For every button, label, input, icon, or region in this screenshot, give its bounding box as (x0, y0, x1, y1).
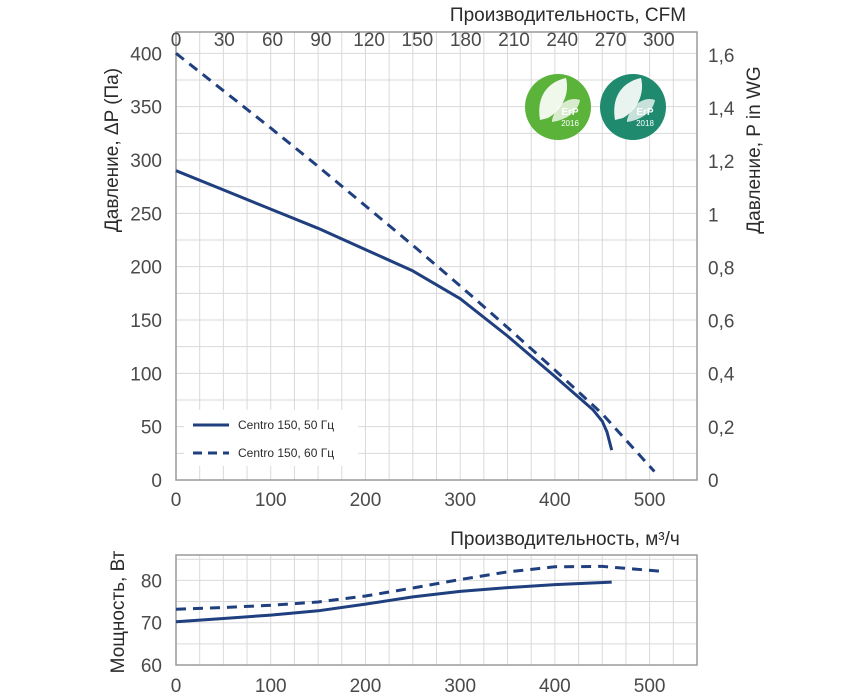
right-axis-title: Давление, P in WG (744, 66, 765, 233)
series-line-60hz (175, 52, 656, 473)
x-tick-label: 400 (539, 490, 571, 511)
power-y-tick-label: 60 (141, 656, 162, 677)
power-x-tick-label: 200 (350, 676, 382, 697)
left-axis-title: Давление, ΔP (Па) (102, 68, 123, 232)
x-tick-label: 500 (634, 490, 666, 511)
legend-label-60hz: Centro 150, 60 Гц (238, 446, 334, 460)
right-y-tick-label: 0,4 (708, 365, 735, 386)
y-tick-label: 50 (141, 418, 162, 439)
right-y-tick-label: 0,2 (708, 418, 734, 439)
erp-2016-year: 2016 (561, 119, 579, 128)
top-axis-title: Производительность, CFM (450, 5, 686, 26)
power-x-tick-label: 100 (255, 676, 287, 697)
right-y-tick-label: 0,8 (708, 258, 734, 279)
right-y-tick-label: 0,6 (708, 312, 734, 333)
x-tick-label: 100 (255, 490, 287, 511)
top-x-tick-label: 210 (498, 30, 530, 51)
top-x-tick-label: 300 (643, 30, 675, 51)
legend-box (184, 410, 358, 466)
legend: Centro 150, 50 Гц Centro 150, 60 Гц (184, 410, 358, 466)
top-x-tick-label: 60 (262, 30, 283, 51)
leaf-icon-4 (627, 98, 655, 122)
right-y-tick-label: 0 (708, 471, 719, 492)
top-x-tick-label: 240 (546, 30, 578, 51)
power-chart-series (175, 564, 660, 624)
y-tick-label: 400 (130, 44, 162, 65)
top-x-tick-label: 180 (450, 30, 482, 51)
power-y-tick-label: 80 (141, 571, 162, 592)
top-x-tick-label: 270 (595, 30, 627, 51)
y-tick-label: 100 (130, 364, 162, 385)
power-x-tick-label: 0 (171, 676, 182, 697)
power-x-tick-label: 300 (444, 676, 476, 697)
power-axis-title: Мощность, Вт (108, 550, 129, 673)
erp-2016-text: ErP (561, 107, 579, 118)
pressure-chart-series (175, 52, 656, 473)
top-x-tick-label: 90 (310, 30, 331, 51)
power-y-tick-label: 70 (141, 614, 162, 635)
power-chart-axes: 0 100 200 300 400 500 60 70 80 (141, 554, 698, 697)
power-chart-grid (175, 555, 698, 666)
top-x-tick-label: 120 (353, 30, 385, 51)
y-tick-label: 300 (130, 151, 162, 172)
power-x-tick-label: 400 (539, 676, 571, 697)
right-y-tick-label: 1,2 (708, 152, 734, 173)
y-tick-label: 150 (130, 311, 162, 332)
power-line-50hz (175, 580, 612, 624)
pressure-chart-axes: 0 100 200 300 400 500050100150200250300350400… (130, 30, 735, 511)
erp-2018-year: 2018 (636, 119, 654, 128)
right-y-tick-label: 1,6 (708, 46, 734, 67)
y-tick-label: 350 (130, 98, 162, 119)
erp-2016-badge: ErP 2016 (525, 74, 591, 140)
top-x-tick-label: 0 (171, 30, 182, 51)
leaf-icon (539, 78, 568, 120)
x-tick-label: 200 (350, 490, 382, 511)
right-y-tick-label: 1 (708, 205, 719, 226)
power-plot-frame (175, 554, 698, 666)
series-line-50hz (175, 169, 614, 451)
power-x-tick-label: 500 (634, 676, 666, 697)
plot-frame (175, 31, 698, 481)
y-tick-label: 250 (130, 204, 162, 225)
leaf-icon-2 (552, 98, 580, 122)
y-tick-label: 200 (130, 258, 162, 279)
top-x-tick-label: 150 (402, 30, 434, 51)
erp-2018-text: ErP (636, 107, 654, 118)
erp-2018-badge: ErP 2018 (600, 74, 666, 140)
bottom-x-axis-title: Производительность, м³/ч (450, 529, 680, 550)
y-tick-label: 0 (151, 471, 162, 492)
top-x-tick-label: 30 (214, 30, 235, 51)
x-tick-label: 300 (444, 490, 476, 511)
right-y-tick-label: 1,4 (708, 99, 735, 120)
leaf-icon-3 (614, 78, 643, 120)
power-line-60hz (175, 564, 660, 611)
x-tick-label: 0 (171, 490, 182, 511)
legend-label-50hz: Centro 150, 50 Гц (238, 418, 334, 432)
